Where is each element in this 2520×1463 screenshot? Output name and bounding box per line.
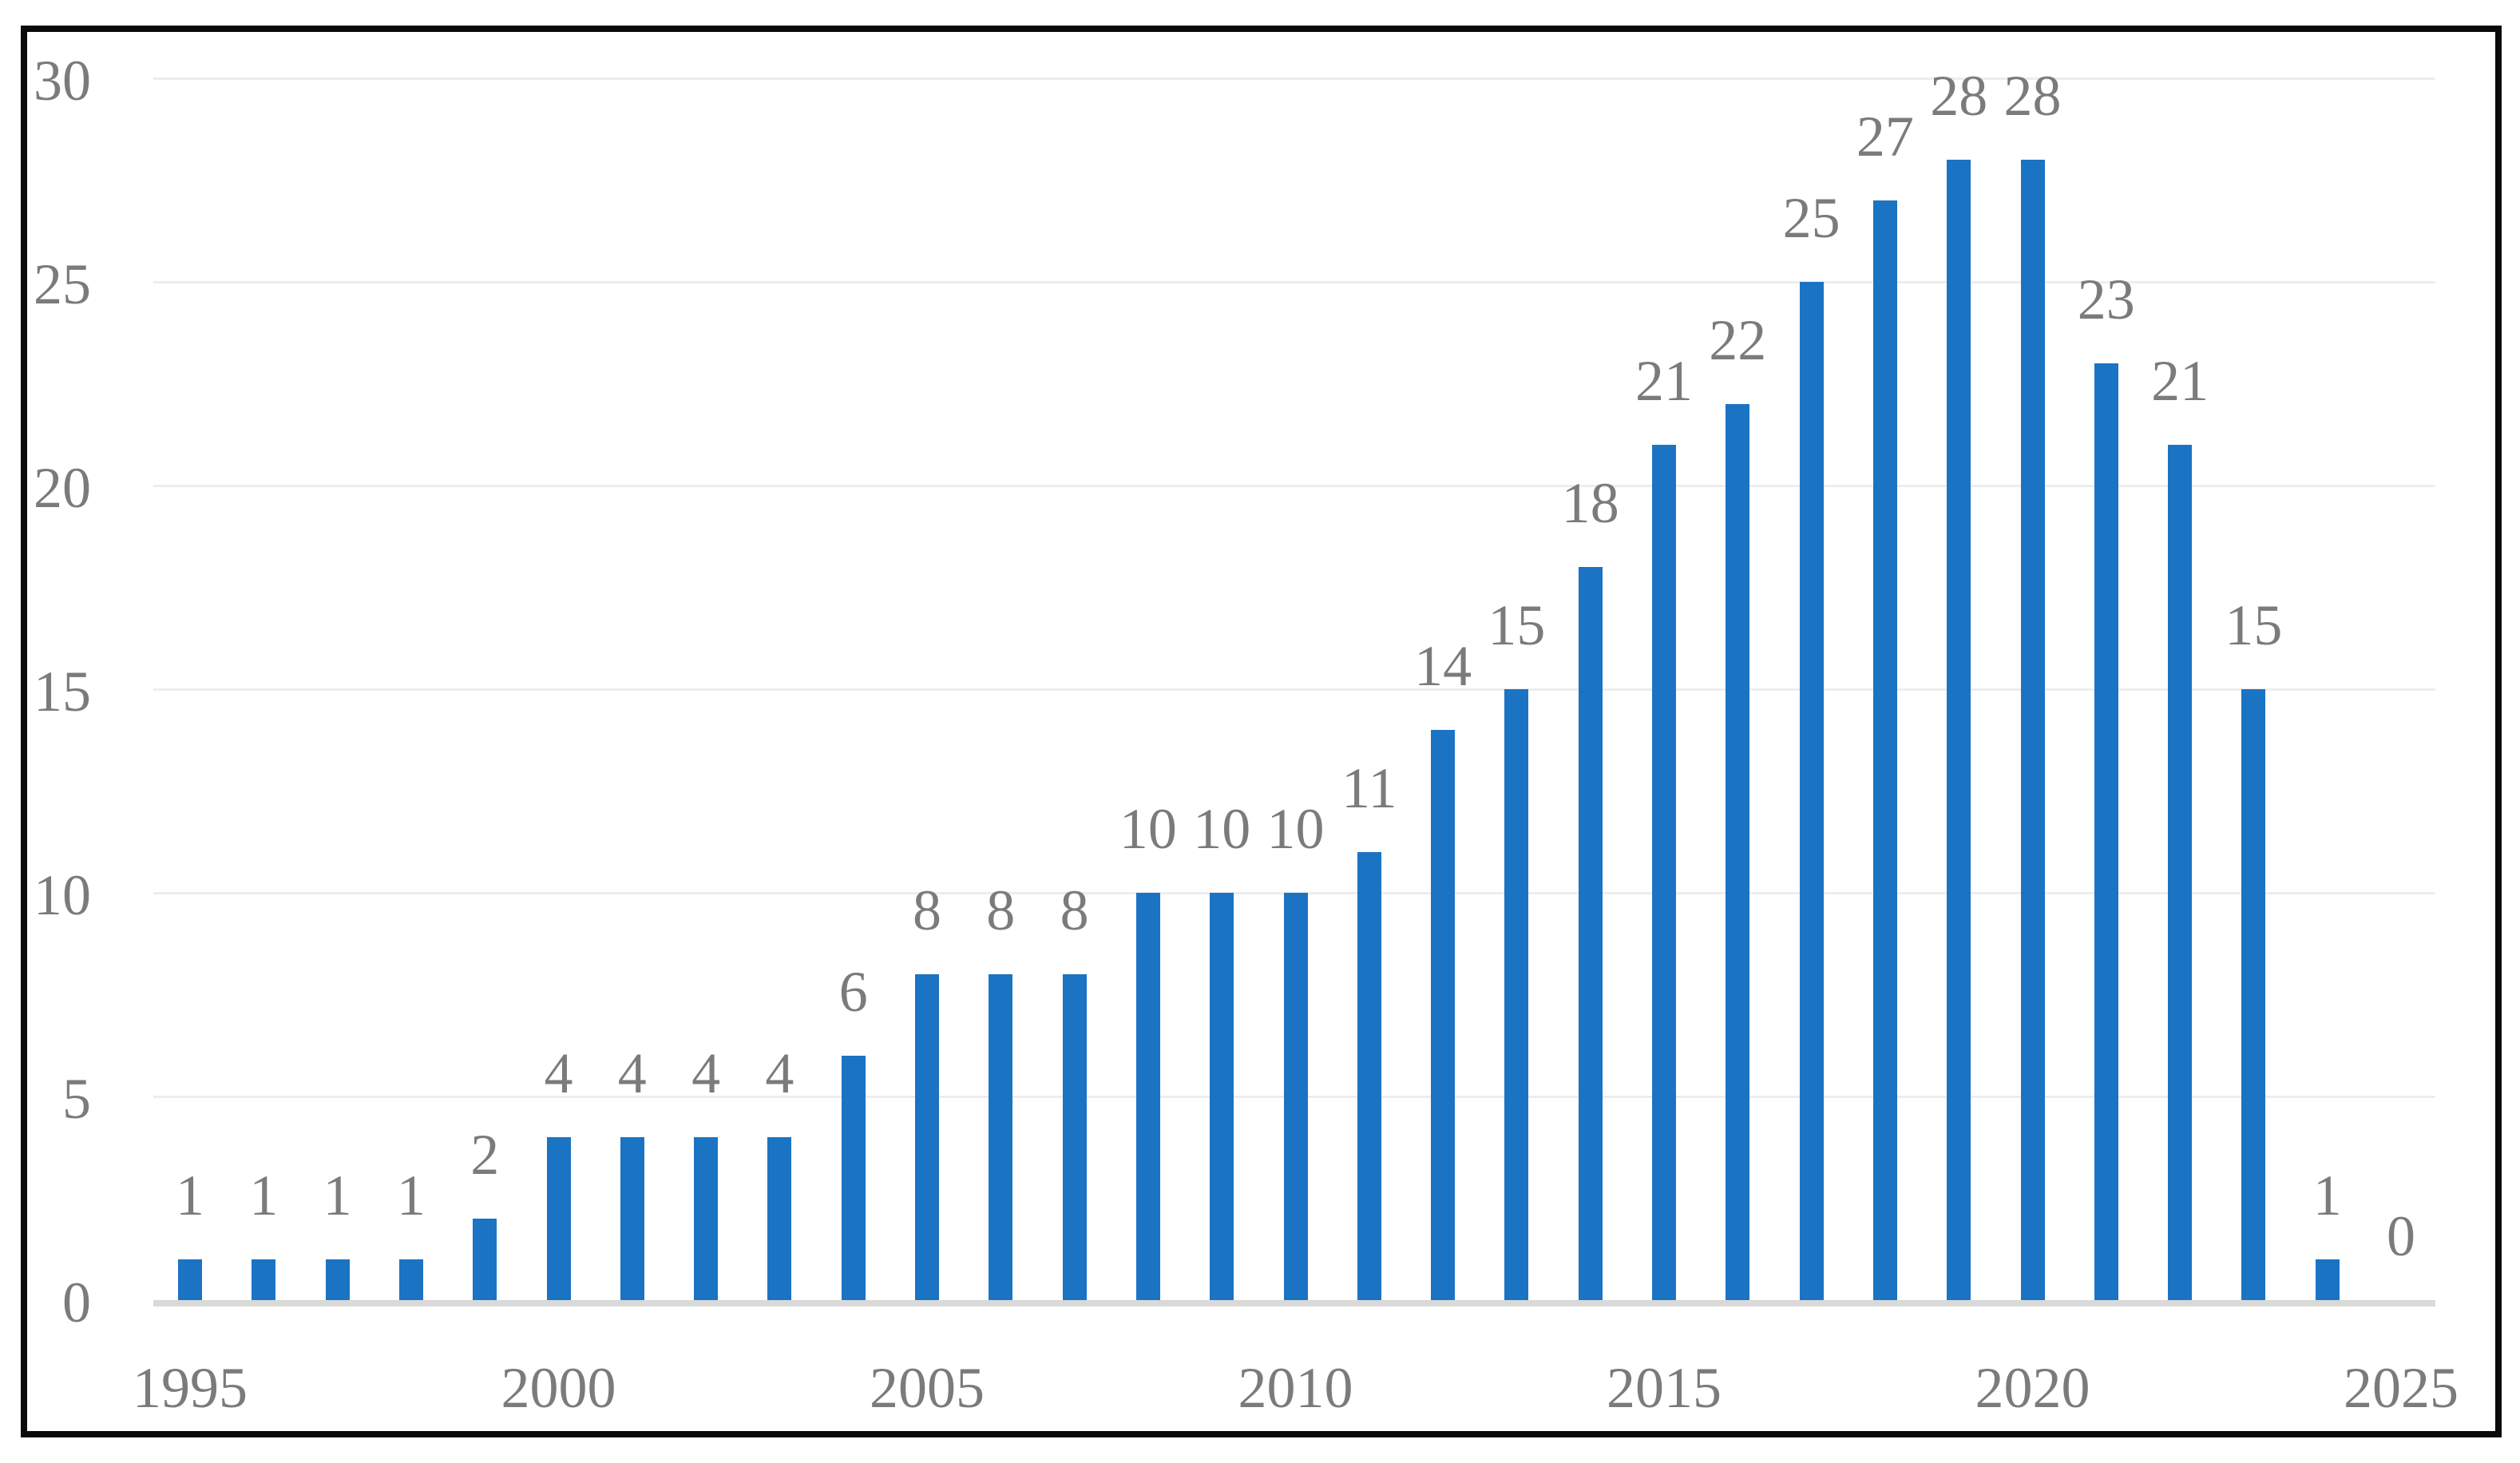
data-label-2018: 27 bbox=[1856, 105, 1914, 169]
data-label-2008: 10 bbox=[1119, 797, 1177, 861]
bar-1997 bbox=[325, 1259, 350, 1300]
bar-2002 bbox=[694, 1137, 719, 1300]
bar-2023 bbox=[2241, 689, 2266, 1300]
data-label-2006: 8 bbox=[986, 878, 1016, 942]
bar-2017 bbox=[1799, 282, 1824, 1300]
x-tick-label-2025: 2025 bbox=[2344, 1356, 2459, 1420]
bar-2009 bbox=[1210, 893, 1234, 1300]
bar-2004 bbox=[841, 1056, 866, 1300]
x-tick-label-2010: 2010 bbox=[1238, 1356, 1353, 1420]
x-tick-label-2005: 2005 bbox=[870, 1356, 985, 1420]
bar-2013 bbox=[1504, 689, 1529, 1300]
data-label-2022: 21 bbox=[2151, 349, 2209, 413]
bar-1999 bbox=[473, 1219, 497, 1300]
x-tick-label-1995: 1995 bbox=[133, 1356, 248, 1420]
bar-2011 bbox=[1357, 852, 1381, 1300]
data-label-2019: 28 bbox=[1930, 64, 1988, 128]
y-tick-label-15: 15 bbox=[34, 660, 91, 724]
bar-2001 bbox=[620, 1137, 644, 1300]
bar-2007 bbox=[1062, 974, 1087, 1300]
bar-2012 bbox=[1431, 730, 1456, 1300]
data-label-1997: 1 bbox=[323, 1164, 352, 1227]
bar-1996 bbox=[252, 1259, 276, 1300]
bar-2024 bbox=[2315, 1259, 2340, 1300]
data-label-2016: 22 bbox=[1709, 308, 1767, 372]
data-label-2000: 4 bbox=[544, 1041, 573, 1105]
data-label-2005: 8 bbox=[913, 878, 941, 942]
data-label-2024: 1 bbox=[2312, 1164, 2342, 1227]
bar-2008 bbox=[1135, 893, 1160, 1300]
data-label-1995: 1 bbox=[176, 1164, 204, 1227]
gridline-25 bbox=[153, 281, 2435, 283]
bar-2019 bbox=[1947, 160, 1971, 1300]
bar-2015 bbox=[1652, 445, 1676, 1300]
x-tick-label-2015: 2015 bbox=[1607, 1356, 1722, 1420]
bar-2018 bbox=[1872, 200, 1897, 1300]
data-label-2004: 6 bbox=[838, 960, 868, 1024]
bar-2022 bbox=[2168, 445, 2193, 1300]
data-label-2002: 4 bbox=[691, 1041, 721, 1105]
data-label-1999: 2 bbox=[470, 1123, 500, 1187]
y-tick-label-0: 0 bbox=[62, 1271, 91, 1334]
data-label-2023: 15 bbox=[2225, 593, 2283, 657]
data-label-1996: 1 bbox=[249, 1164, 279, 1227]
data-label-2012: 14 bbox=[1414, 634, 1472, 698]
bar-2003 bbox=[767, 1137, 792, 1300]
y-tick-label-30: 30 bbox=[34, 49, 91, 113]
x-tick-label-2000: 2000 bbox=[501, 1356, 616, 1420]
gridline-30 bbox=[153, 77, 2435, 80]
y-tick-label-5: 5 bbox=[62, 1067, 91, 1131]
bar-2006 bbox=[989, 974, 1013, 1300]
bar-2005 bbox=[915, 974, 939, 1300]
data-label-2009: 10 bbox=[1193, 797, 1251, 861]
bar-2014 bbox=[1578, 567, 1603, 1300]
data-label-2013: 15 bbox=[1488, 593, 1546, 657]
data-label-2017: 25 bbox=[1782, 186, 1840, 250]
data-label-2010: 10 bbox=[1266, 797, 1325, 861]
data-label-2014: 18 bbox=[1561, 471, 1619, 535]
x-tick-label-2020: 2020 bbox=[1975, 1356, 2090, 1420]
bar-2000 bbox=[546, 1137, 571, 1300]
data-label-1998: 1 bbox=[396, 1164, 426, 1227]
x-axis-line bbox=[153, 1300, 2435, 1306]
y-tick-label-10: 10 bbox=[34, 863, 91, 927]
data-label-2007: 8 bbox=[1060, 878, 1089, 942]
bar-1995 bbox=[178, 1259, 202, 1300]
bar-2010 bbox=[1283, 893, 1308, 1300]
y-tick-label-20: 20 bbox=[34, 456, 91, 520]
data-label-2011: 11 bbox=[1341, 756, 1397, 820]
data-label-2025: 0 bbox=[2387, 1204, 2415, 1268]
gridline-15 bbox=[153, 688, 2435, 691]
data-label-2020: 28 bbox=[2003, 64, 2062, 128]
data-label-2001: 4 bbox=[617, 1041, 647, 1105]
data-label-2015: 21 bbox=[1635, 349, 1693, 413]
data-label-2003: 4 bbox=[765, 1041, 794, 1105]
bar-2020 bbox=[2020, 160, 2045, 1300]
gridline-20 bbox=[153, 485, 2435, 487]
figure-border bbox=[21, 26, 2502, 1437]
bar-2021 bbox=[2094, 363, 2118, 1300]
bar-2016 bbox=[1726, 404, 1750, 1300]
bar-1998 bbox=[398, 1259, 423, 1300]
y-tick-label-25: 25 bbox=[34, 252, 91, 316]
data-label-2021: 23 bbox=[2077, 268, 2135, 331]
